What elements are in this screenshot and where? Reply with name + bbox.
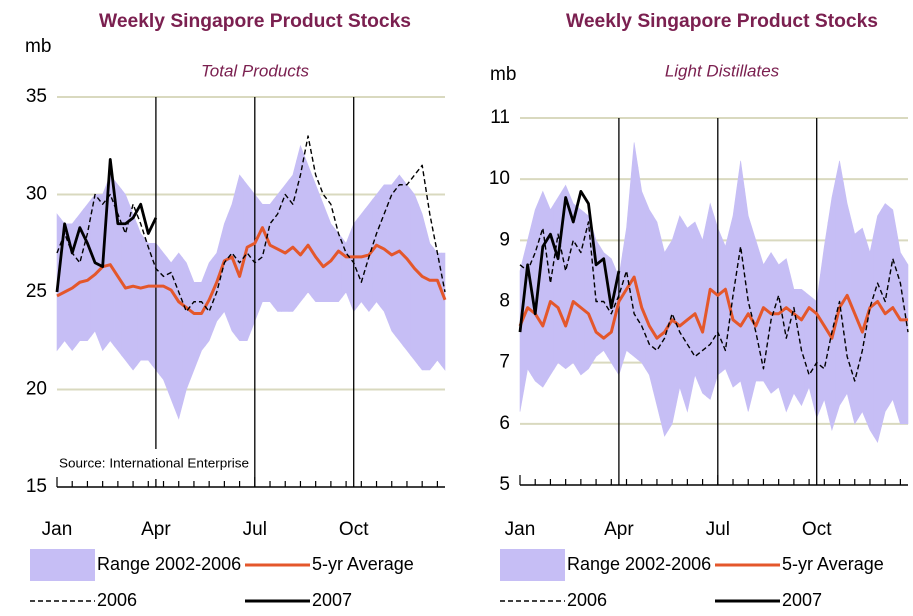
range-band: [121, 188, 130, 366]
y-axis-label: mb: [490, 64, 516, 85]
y-tick-label: 15: [26, 476, 47, 497]
legend-label: 5-yr Average: [312, 554, 414, 574]
range-band: [410, 188, 419, 366]
legend-label: Range 2002-2006: [567, 554, 711, 574]
range-band: [675, 215, 684, 406]
y-tick-label: 9: [499, 229, 510, 250]
range-band: [296, 144, 305, 308]
range-band: [167, 257, 176, 410]
legend-label: 2007: [782, 590, 822, 610]
range-band: [645, 200, 654, 391]
range-band: [896, 231, 905, 425]
series-line: [519, 221, 909, 382]
x-tick-label: Jul: [243, 519, 267, 540]
range-band: [159, 247, 168, 390]
x-tick-label: Oct: [339, 519, 369, 540]
range-band: [690, 221, 700, 394]
range-band: [660, 237, 669, 437]
annotation: Source: International Enterprise: [59, 455, 249, 470]
series-line: [55, 158, 158, 293]
range-band: [668, 228, 677, 432]
x-tick-label: Apr: [604, 519, 634, 540]
range-band: [425, 228, 434, 371]
x-tick-label: Jan: [505, 519, 536, 540]
y-tick-label: 10: [489, 168, 510, 189]
annotation-box: [58, 449, 253, 479]
legend-swatch: [500, 549, 565, 581]
range-band: [418, 204, 427, 371]
range-band: [751, 228, 760, 397]
range-band: [538, 190, 547, 388]
range-band: [440, 252, 446, 371]
y-tick-label: 5: [499, 474, 510, 495]
chart-title: Weekly Singapore Product Stocks: [566, 11, 878, 32]
range-band: [728, 188, 738, 388]
y-tick-label: 8: [499, 291, 510, 312]
y-tick-label: 20: [26, 379, 47, 400]
y-axis-label: mb: [25, 36, 51, 57]
series-line: [518, 275, 908, 340]
y-tick-label: 11: [490, 107, 510, 128]
range-band: [136, 223, 145, 366]
range-band: [546, 200, 555, 383]
legend-label: Range 2002-2006: [97, 554, 241, 574]
range-band: [774, 257, 783, 400]
range-band: [820, 221, 829, 415]
y-tick-label: 35: [26, 86, 47, 107]
range-band: [387, 179, 396, 337]
range-band: [553, 190, 563, 370]
range-band: [395, 174, 404, 347]
x-tick-label: Jan: [42, 519, 73, 540]
range-band: [174, 252, 183, 420]
range-band: [189, 272, 199, 380]
range-band: [576, 206, 585, 376]
legend-label: 2007: [312, 590, 352, 610]
range-band: [433, 247, 442, 366]
x-tick-label: Jul: [706, 519, 730, 540]
range-band: [827, 179, 837, 432]
range-band: [584, 212, 593, 373]
y-tick-label: 7: [499, 352, 510, 373]
chart-title: Weekly Singapore Product Stocks: [99, 11, 411, 32]
legend-label: 5-yr Average: [782, 554, 884, 574]
range-band: [197, 272, 206, 361]
x-tick-label: Oct: [802, 519, 832, 540]
range-band: [835, 160, 844, 418]
range-band: [235, 174, 244, 342]
range-band: [265, 198, 275, 308]
range-band: [789, 273, 798, 403]
x-tick-label: Apr: [141, 519, 171, 540]
range-band: [182, 257, 191, 405]
range-band: [402, 179, 412, 357]
legend-label: 2006: [567, 590, 607, 610]
range-band: [903, 257, 909, 425]
chart-subtitle: Light Distillates: [665, 61, 780, 80]
range-band: [873, 208, 882, 443]
range-band: [144, 237, 153, 366]
y-tick-label: 6: [499, 413, 510, 434]
legend-swatch: [30, 549, 95, 581]
chart-subtitle: Total Products: [201, 61, 310, 80]
range-band: [311, 174, 320, 303]
range-band: [881, 203, 890, 427]
range-band: [782, 258, 791, 413]
range-band: [90, 194, 100, 341]
range-band: [652, 214, 662, 421]
series-line: [518, 190, 621, 333]
range-band: [258, 198, 267, 312]
y-tick-label: 30: [26, 184, 47, 205]
legend-label: 2006: [97, 590, 137, 610]
y-tick-label: 25: [26, 281, 47, 302]
range-band: [637, 166, 646, 370]
range-band: [865, 234, 875, 438]
range-band: [341, 233, 351, 302]
range-band: [319, 194, 328, 303]
range-band: [736, 160, 745, 397]
range-band: [519, 255, 525, 412]
range-band: [303, 155, 313, 298]
range-band: [288, 160, 297, 312]
range-band: [630, 142, 639, 361]
series-line: [56, 226, 447, 315]
